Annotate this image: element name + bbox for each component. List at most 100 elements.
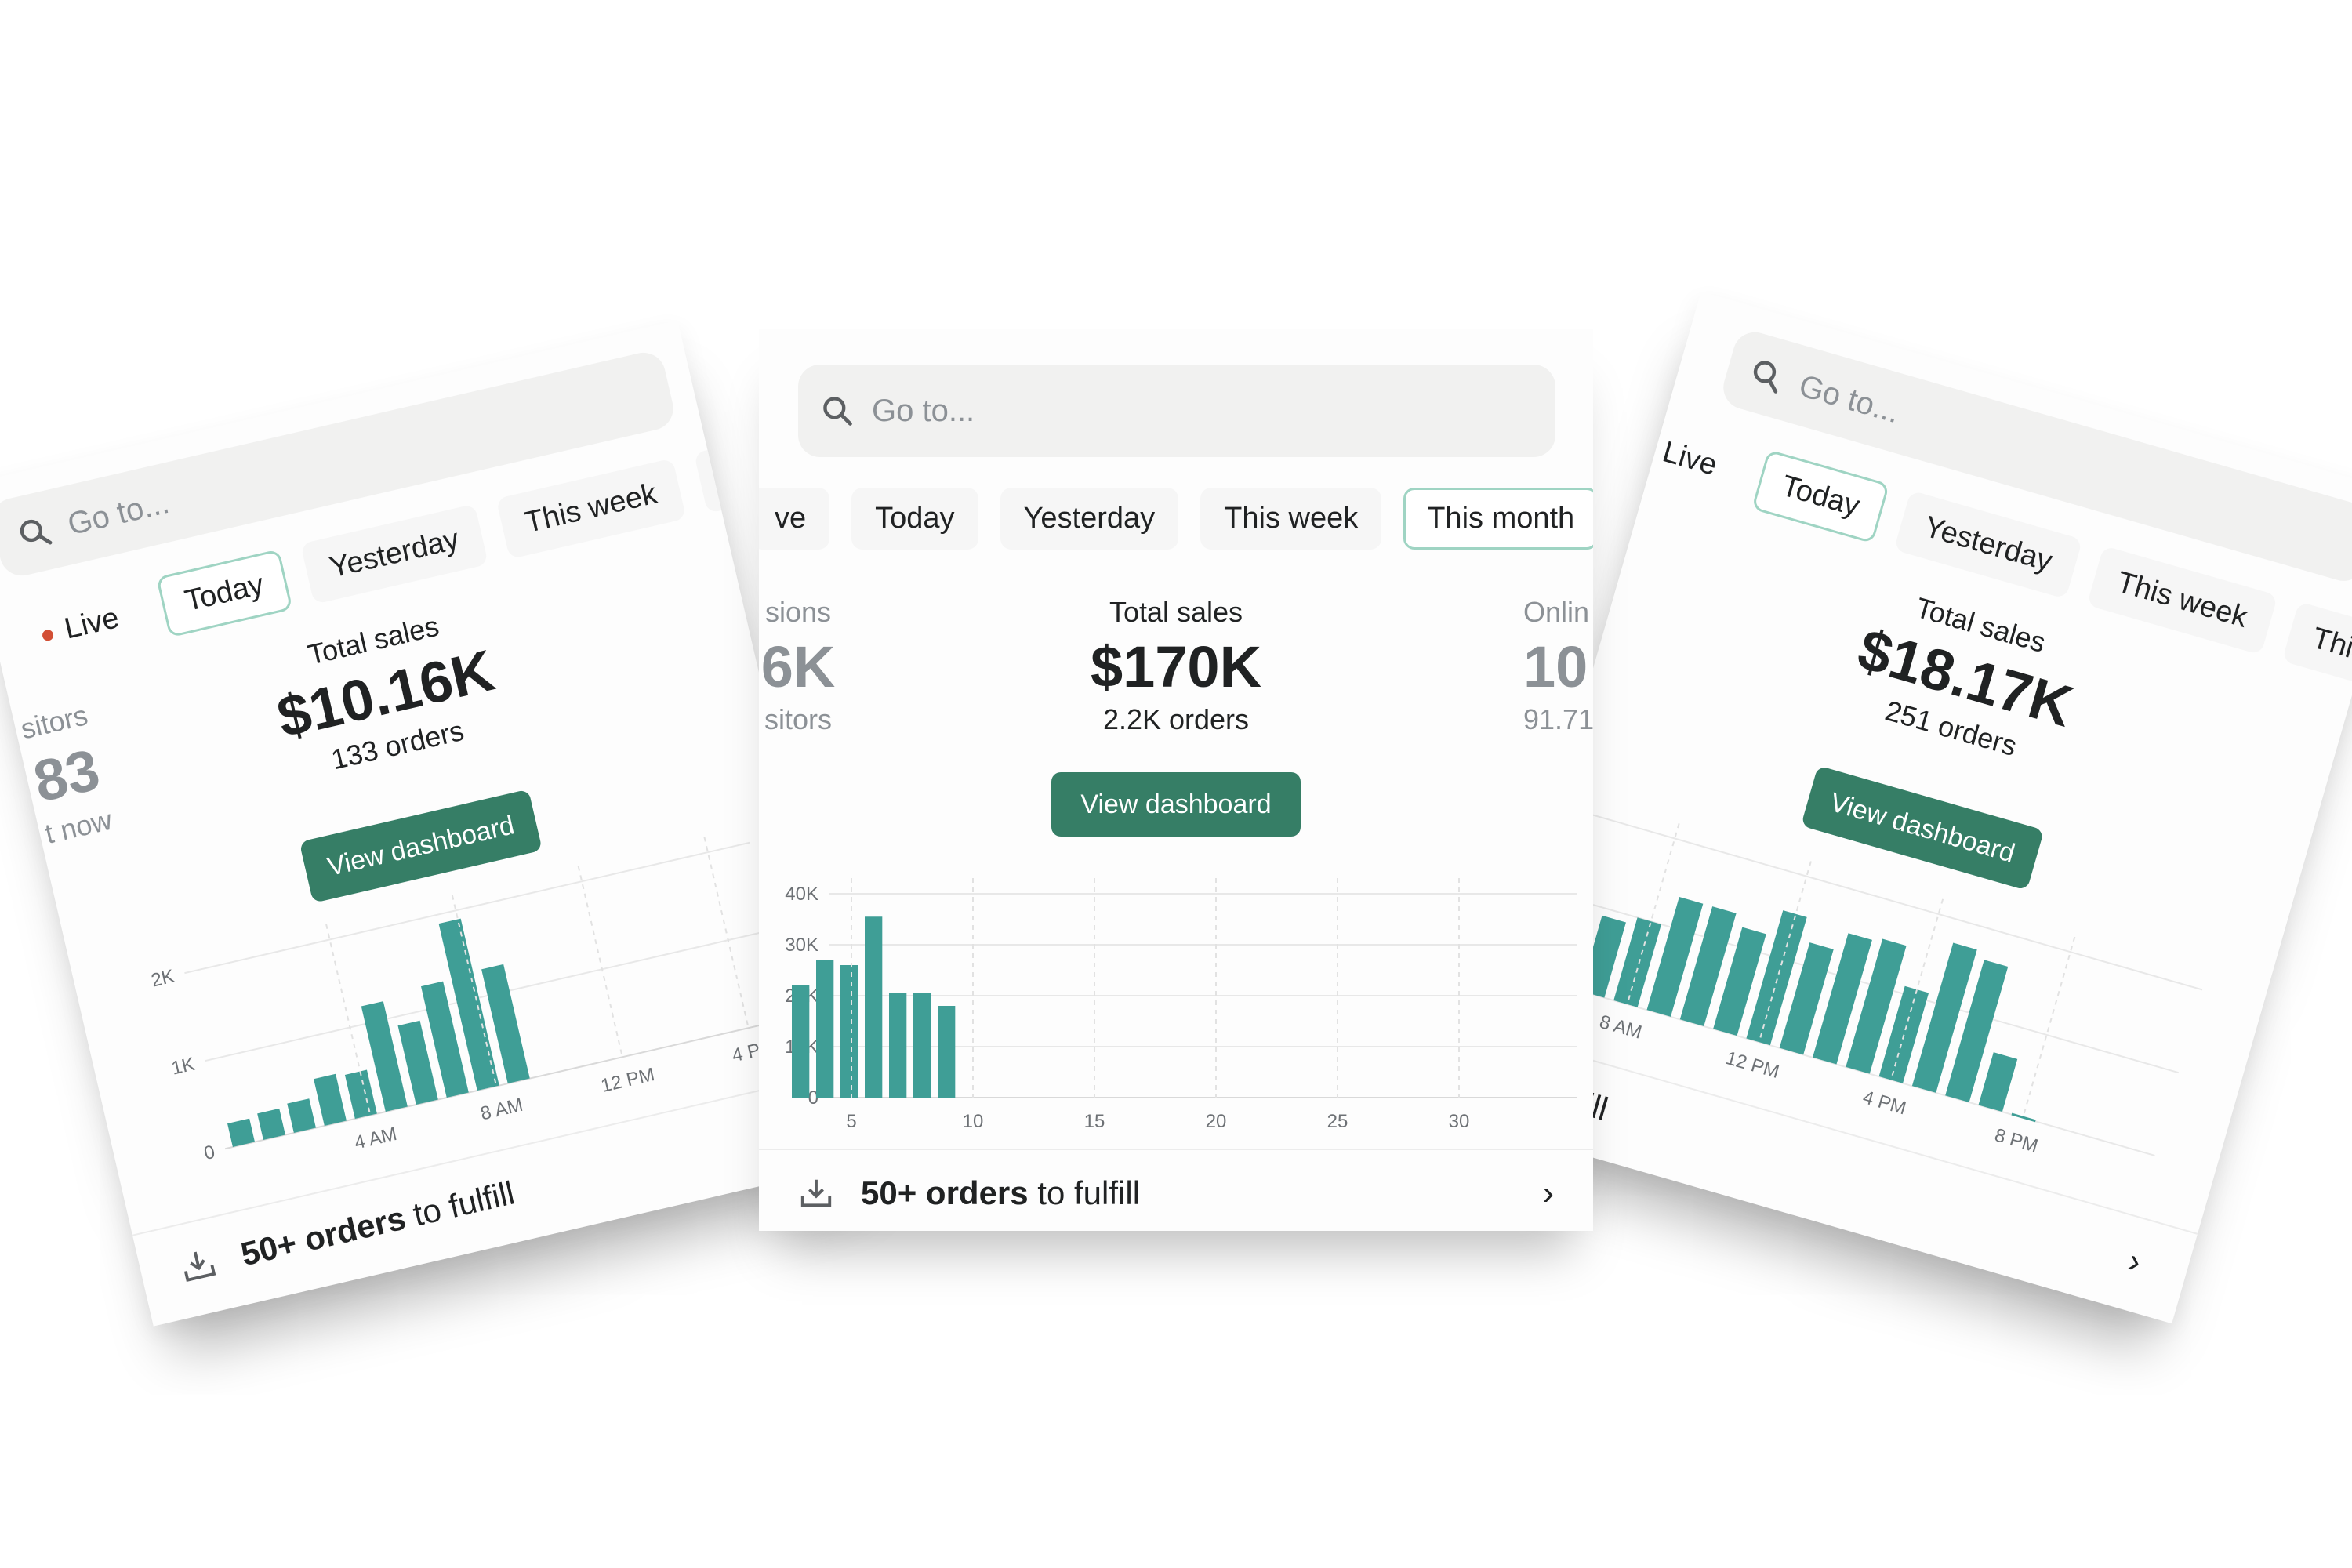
x-tick-label: 5 <box>846 1111 856 1132</box>
x-tick-label: 12 PM <box>1723 1047 1781 1083</box>
x-tick-label: 15 <box>1084 1111 1105 1132</box>
live-indicator-icon <box>41 628 55 642</box>
gridline <box>2022 936 2076 1118</box>
chart-bar <box>1846 938 1907 1074</box>
total-sales-metric: Total sales $10.16K 133 orders <box>201 586 569 800</box>
tab-this-month[interactable]: This mont <box>2281 601 2352 710</box>
sales-chart: 010K20K30K40K51015202530 <box>785 878 1577 1132</box>
chart-bar <box>1779 942 1834 1055</box>
total-sales-metric: Total sales $170K 2.2K orders <box>1019 596 1333 736</box>
total-sales-value: $170K <box>1090 634 1262 699</box>
chart-bar <box>257 1108 285 1141</box>
tab-today[interactable]: Today <box>851 488 978 550</box>
tab-today[interactable]: Today <box>1751 449 1890 544</box>
left-dashboard-card: Go to... Live Today Yesterday This week … <box>0 320 872 1327</box>
search-bar[interactable]: Go to... <box>0 348 678 580</box>
search-placeholder: Go to... <box>1795 368 1904 430</box>
gridline <box>703 837 750 1029</box>
visitors-metric: sitors 83 t now <box>0 691 151 859</box>
x-tick-label: 30 <box>1449 1111 1470 1132</box>
tab-yesterday[interactable]: Yesterday <box>1893 490 2083 600</box>
chart-bar <box>481 964 530 1084</box>
chart-bar <box>1713 927 1766 1036</box>
y-tick-label: 40K <box>785 884 818 905</box>
fulfill-text: 50+ orders to fulfill <box>861 1174 1141 1211</box>
x-tick-label: 8 AM <box>478 1094 524 1125</box>
chart-bar <box>1746 910 1807 1046</box>
center-dashboard-card: Go to... ve Today Yesterday This week Th… <box>759 329 1593 1231</box>
chart-bar <box>1679 906 1737 1027</box>
chart-bar <box>1646 896 1704 1017</box>
online-store-metric: Onlin 10 91.71 <box>1523 596 1593 736</box>
chart-bar <box>865 916 883 1098</box>
chart-bar <box>792 985 810 1098</box>
tab-this-week[interactable]: This week <box>2086 545 2278 655</box>
search-placeholder: Go to... <box>872 393 975 428</box>
metric-value: 10 <box>1523 634 1588 699</box>
x-tick-label: 10 <box>963 1111 984 1132</box>
tray-download-icon <box>183 1251 216 1282</box>
tab-this-week[interactable]: This week <box>495 458 687 560</box>
x-tick-label: 8 PM <box>1992 1124 2040 1156</box>
chart-bar <box>1613 917 1662 1007</box>
search-icon <box>823 397 852 426</box>
tab-live[interactable]: Live <box>13 583 148 671</box>
chart-bar <box>2011 1112 2036 1123</box>
x-tick-label: 20 <box>1206 1111 1227 1132</box>
chart-bar <box>816 960 834 1098</box>
gridline <box>1890 898 1944 1080</box>
y-tick-label: 0 <box>808 1087 818 1109</box>
chart-bar <box>1813 933 1872 1065</box>
chart-bar <box>438 918 499 1091</box>
metric-label: sions <box>764 596 832 628</box>
gridline <box>1758 861 1812 1043</box>
chart-bar <box>840 965 858 1098</box>
y-tick-label: 2K <box>149 966 176 992</box>
search-bar[interactable]: Go to... <box>1718 327 2352 586</box>
gridline <box>451 895 498 1087</box>
chart-bar <box>420 981 469 1098</box>
x-tick-label: 4 PM <box>1860 1087 1908 1119</box>
search-icon <box>1753 361 1778 394</box>
fulfill-orders-row[interactable]: 50+ orders to fulfill <box>132 1069 870 1320</box>
tab-yesterday[interactable]: Yesterday <box>300 503 488 604</box>
tab-live[interactable]: Live <box>1659 435 1721 482</box>
x-tick-label: 8 AM <box>1597 1011 1644 1044</box>
date-tabs: ve Today Yesterday This week This month <box>759 488 1593 550</box>
chart-bar <box>287 1098 316 1134</box>
chart-bar <box>938 1006 956 1098</box>
chart-bar <box>889 993 907 1098</box>
chart-bar <box>361 1001 408 1112</box>
y-tick-label: 0 <box>202 1142 217 1164</box>
search-icon <box>20 519 53 545</box>
gridline <box>325 924 372 1116</box>
sessions-metric: sions 6K sitors <box>759 596 869 736</box>
x-tick-label: 4 AM <box>352 1123 398 1154</box>
tab-live[interactable]: ve <box>759 488 830 550</box>
gridline <box>224 1017 791 1150</box>
tab-yesterday[interactable]: Yesterday <box>1000 488 1179 550</box>
chart-bar <box>314 1073 347 1127</box>
chart-bar <box>397 1020 438 1105</box>
orders-count: 2.2K orders <box>1102 703 1250 735</box>
chevron-right-icon[interactable]: › <box>2124 1241 2146 1282</box>
chart-bar <box>1978 1052 2018 1112</box>
tab-this-month[interactable]: This month <box>1403 488 1593 550</box>
metric-sub: sitors <box>764 703 832 735</box>
view-dashboard-button[interactable]: View dashboard <box>1051 772 1301 837</box>
metric-sub: 91.71 <box>1523 703 1593 735</box>
x-tick-label: 25 <box>1327 1111 1348 1132</box>
right-dashboard-card: Go to... Live Today Yesterday This week … <box>1463 291 2352 1324</box>
fulfill-orders-row[interactable]: 50+ orders to fulfill › <box>759 1149 1593 1231</box>
metric-value: 6K <box>760 634 836 699</box>
metric-label: Onlin <box>1523 596 1590 628</box>
x-tick-label: 12 PM <box>599 1064 657 1097</box>
chart-bar <box>227 1118 255 1148</box>
chevron-right-icon[interactable]: › <box>1542 1174 1554 1212</box>
tab-today[interactable]: Today <box>155 549 293 638</box>
y-tick-label: 30K <box>785 935 818 956</box>
chart-bar <box>1945 960 2009 1103</box>
tab-this-week[interactable]: This week <box>1200 488 1382 550</box>
search-bar[interactable]: Go to... <box>798 365 1555 457</box>
fulfill-text: 50+ orders to fulfill <box>237 1174 518 1273</box>
